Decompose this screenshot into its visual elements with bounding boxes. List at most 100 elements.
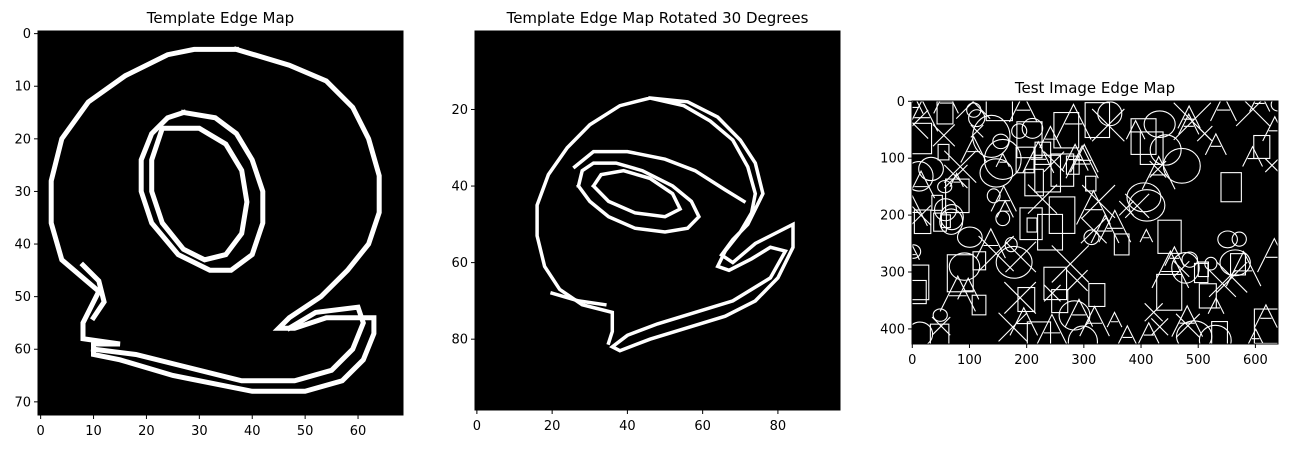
letter-edge	[1026, 217, 1038, 233]
y-tick-label: 20	[14, 132, 31, 147]
letter-edge	[939, 274, 976, 312]
letter-edge	[1242, 145, 1263, 167]
x-tick-label: 0	[908, 353, 916, 368]
letter-edge	[912, 264, 930, 301]
y-tick-label: 0	[23, 27, 31, 42]
letter-edge	[1139, 131, 1164, 165]
letter-edge	[1220, 172, 1242, 203]
letter-edge	[1198, 283, 1217, 309]
y-tick-label: 200	[880, 209, 905, 224]
letter-edge	[1178, 112, 1200, 135]
edge-map-image	[475, 31, 840, 410]
letter-edge	[1249, 101, 1271, 112]
letter-edge	[1125, 119, 1146, 140]
letter-edge	[1015, 146, 1035, 174]
letter-edge	[1080, 217, 1108, 244]
letter-edge	[1058, 300, 1091, 331]
letter-edge	[995, 245, 1033, 279]
letter-edge	[1022, 140, 1055, 174]
letter-edge	[932, 124, 956, 147]
letter-edge	[1051, 289, 1069, 314]
letter-edge	[912, 122, 933, 155]
edge-contour	[591, 168, 683, 219]
letter-edge	[1021, 117, 1044, 139]
letter-edge	[1117, 324, 1138, 344]
y-tick-label: 80	[451, 333, 468, 348]
letter-edge	[1128, 189, 1166, 222]
edge-contour	[572, 149, 747, 204]
letter-edge	[1219, 249, 1251, 277]
x-tick-label: 60	[694, 419, 711, 434]
x-tick-label: 400	[1129, 353, 1154, 368]
letter-edge	[1043, 266, 1068, 301]
x-tick-label: 50	[297, 424, 314, 439]
letter-edge	[912, 101, 939, 132]
letter-edge	[929, 323, 950, 344]
letter-edge	[955, 101, 991, 120]
chart-title: Template Edge Map Rotated 30 Degrees	[506, 9, 809, 27]
letter-edge	[1143, 110, 1176, 138]
letter-edge	[912, 279, 927, 305]
y-tick-label: 100	[880, 152, 905, 167]
y-tick-label: 300	[880, 266, 905, 281]
x-tick-label: 40	[619, 419, 636, 434]
letter-edge	[1210, 101, 1237, 122]
letter-edge	[1247, 327, 1264, 344]
letter-edge	[956, 226, 983, 248]
y-tick-label: 10	[14, 80, 31, 95]
letter-edge	[1149, 134, 1182, 166]
letter-edge	[1037, 213, 1064, 251]
letter-edge	[1171, 304, 1204, 337]
letter-edge	[912, 205, 932, 226]
letter-edge	[970, 124, 984, 138]
edge-contour	[90, 304, 366, 384]
letter-edge	[1139, 228, 1154, 243]
letter-edge	[1264, 158, 1278, 173]
letter-edge	[1231, 231, 1247, 247]
letter-edge	[1036, 313, 1068, 344]
letter-edge	[1084, 102, 1111, 139]
letter-edge	[1053, 111, 1080, 149]
letter-edge	[912, 321, 934, 344]
letter-edge	[1204, 132, 1227, 156]
letter-edge	[1048, 196, 1076, 234]
letter-edge	[1026, 321, 1052, 344]
letter-edge	[998, 312, 1028, 342]
letter-edge	[992, 133, 1010, 150]
letter-edge	[1262, 115, 1278, 142]
letter-edge	[1097, 101, 1123, 127]
letter-edge	[1253, 308, 1278, 344]
x-tick-label: 600	[1243, 353, 1268, 368]
letter-edge	[943, 164, 968, 189]
letter-edge	[1091, 108, 1125, 142]
panel-3: Test Image Edge Map 0 100 200 300 400 500 600 0 1…	[880, 79, 1279, 368]
letter-edge	[1124, 193, 1150, 219]
edge-map-image	[38, 31, 403, 415]
letter-edge	[1016, 121, 1043, 159]
letter-edge	[1113, 233, 1130, 256]
x-tick-label: 10	[85, 424, 102, 439]
letter-edge	[1043, 151, 1065, 173]
edge-contour	[138, 109, 266, 273]
x-tick-label: 100	[957, 353, 982, 368]
letter-edge	[1198, 324, 1232, 344]
letter-edge	[1067, 325, 1099, 344]
y-tick-label: 400	[880, 322, 905, 337]
letter-edge	[975, 227, 1006, 259]
axes-frame	[911, 100, 1279, 345]
edge-contour	[79, 261, 107, 322]
x-tick-label: 20	[138, 424, 155, 439]
letter-edge	[1144, 302, 1164, 322]
letter-edge	[1173, 260, 1190, 278]
y-tick-label: 20	[451, 103, 468, 118]
letter-edge	[948, 252, 981, 281]
x-tick-label: 300	[1071, 353, 1096, 368]
chart-title: Template Edge Map	[146, 9, 294, 27]
letter-edge	[943, 150, 977, 184]
y-tick-label: 60	[14, 343, 31, 358]
panel-2: Template Edge Map Rotated 30 Degrees 0 20 4…	[451, 9, 841, 434]
y-tick-label: 50	[14, 290, 31, 305]
chart-title: Test Image Edge Map	[1014, 79, 1175, 97]
letter-edge	[937, 180, 953, 194]
